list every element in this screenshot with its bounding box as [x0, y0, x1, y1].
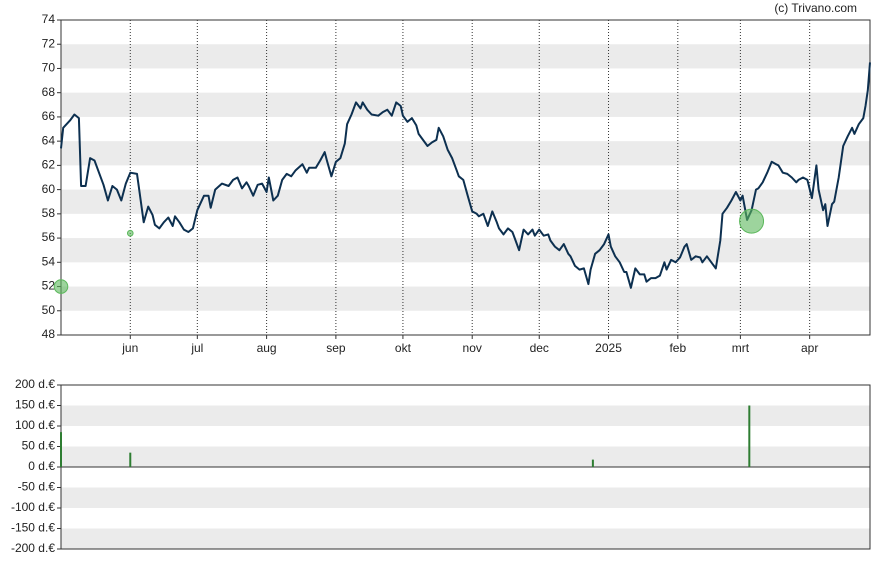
y-tick-label: 0 d.€ [28, 459, 55, 473]
grid-band [61, 92, 870, 117]
grid-band [61, 238, 870, 263]
y-tick-label: -50 d.€ [18, 480, 56, 494]
y-tick-label: 100 d.€ [15, 418, 55, 432]
grid-band [61, 528, 870, 549]
dividend-marker [126, 229, 134, 237]
dividend-marker [53, 279, 69, 294]
x-tick-label: dec [530, 341, 549, 355]
x-tick-label: nov [463, 341, 482, 355]
y-tick-label: 50 d.€ [22, 439, 56, 453]
y-tick-label: -200 d.€ [11, 541, 55, 555]
x-tick-label: okt [395, 341, 412, 355]
grid-band [61, 487, 870, 508]
y-tick-label: 48 [42, 327, 56, 341]
plot-frame [60, 19, 871, 336]
x-tick-label: apr [801, 341, 818, 355]
dividend-bar [591, 459, 594, 467]
x-tick-label: sep [326, 341, 346, 355]
grid-band [61, 141, 870, 166]
dividend-bar [60, 432, 62, 467]
y-tick-label: 60 [42, 182, 56, 196]
x-tick-label: mrt [732, 341, 750, 355]
y-tick-label: 200 d.€ [15, 377, 55, 391]
dividend-marker [739, 208, 765, 234]
credit: (c) Trivano.com [774, 1, 857, 15]
y-tick-label: 74 [42, 12, 56, 26]
grid-band [61, 446, 870, 467]
y-tick-label: 54 [42, 254, 56, 268]
dividend-bar [129, 452, 132, 467]
x-tick-label: aug [257, 341, 277, 355]
y-tick-label: 62 [42, 158, 56, 172]
dividend-bar [748, 405, 751, 467]
x-tick-label: jun [121, 341, 138, 355]
y-tick-label: 56 [42, 230, 56, 244]
x-tick-label: jul [190, 341, 203, 355]
y-tick-label: 68 [42, 85, 56, 99]
y-tick-label: 64 [42, 133, 56, 147]
y-tick-label: 50 [42, 303, 56, 317]
y-tick-label: 150 d.€ [15, 398, 55, 412]
grid-band [61, 286, 870, 311]
y-tick-label: 72 [42, 36, 56, 50]
grid-band [61, 44, 870, 69]
y-tick-label: 66 [42, 109, 56, 123]
y-tick-label: -150 d.€ [11, 521, 55, 535]
y-tick-label: 70 [42, 61, 56, 75]
y-tick-label: 52 [42, 279, 56, 293]
x-tick-label: feb [669, 341, 686, 355]
y-tick-label: 58 [42, 206, 56, 220]
x-tick-label: 2025 [595, 341, 622, 355]
grid-band [61, 405, 870, 426]
y-tick-label: -100 d.€ [11, 500, 55, 514]
